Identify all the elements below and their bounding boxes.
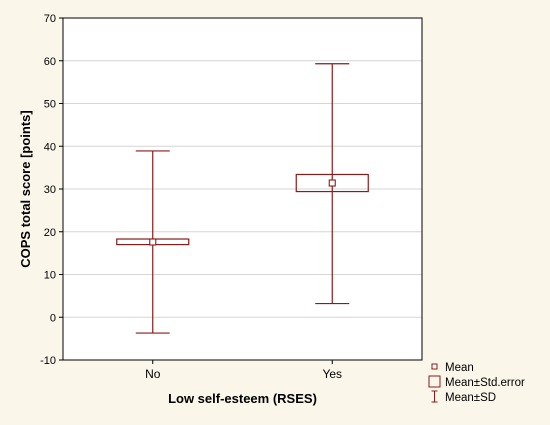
mean-marker <box>149 238 157 246</box>
y-tick-label: -10 <box>40 355 56 367</box>
x-tick-label: No <box>145 367 161 381</box>
box-marks <box>116 63 369 334</box>
x-axis-title: Low self-esteem (RSES) <box>168 391 317 406</box>
legend-mean-label: Mean <box>445 362 474 374</box>
y-tick-label: 70 <box>44 13 56 25</box>
legend-mean-swatch <box>431 363 438 370</box>
grid-lines <box>63 60 422 318</box>
y-tick-label: 40 <box>44 141 56 153</box>
y-axis-title: COPS total score [points] <box>18 110 33 267</box>
y-tick-label: 0 <box>50 312 56 324</box>
y-tick-label: 30 <box>44 184 56 196</box>
legend-sd-swatch <box>431 390 438 403</box>
legend-se-swatch <box>428 375 441 388</box>
plot-frame <box>62 17 423 361</box>
y-tick-label: 10 <box>44 270 56 282</box>
y-tick-label: 20 <box>44 227 56 239</box>
y-axis-ticks: -10 0 10 20 30 40 50 60 70 <box>40 13 63 367</box>
legend-se-label: Mean±Std.error <box>445 377 525 389</box>
legend-sd-label: Mean±SD <box>445 392 496 404</box>
y-tick-label: 60 <box>44 56 56 68</box>
legend: Mean Mean±Std.error Mean±SD <box>428 362 525 404</box>
x-axis-ticks: No Yes <box>145 360 342 381</box>
box-group-yes <box>295 63 369 305</box>
y-tick-label: 50 <box>44 99 56 111</box>
x-tick-label: Yes <box>322 367 342 381</box>
mean-marker <box>328 179 336 187</box>
box-group-no <box>116 150 190 334</box>
